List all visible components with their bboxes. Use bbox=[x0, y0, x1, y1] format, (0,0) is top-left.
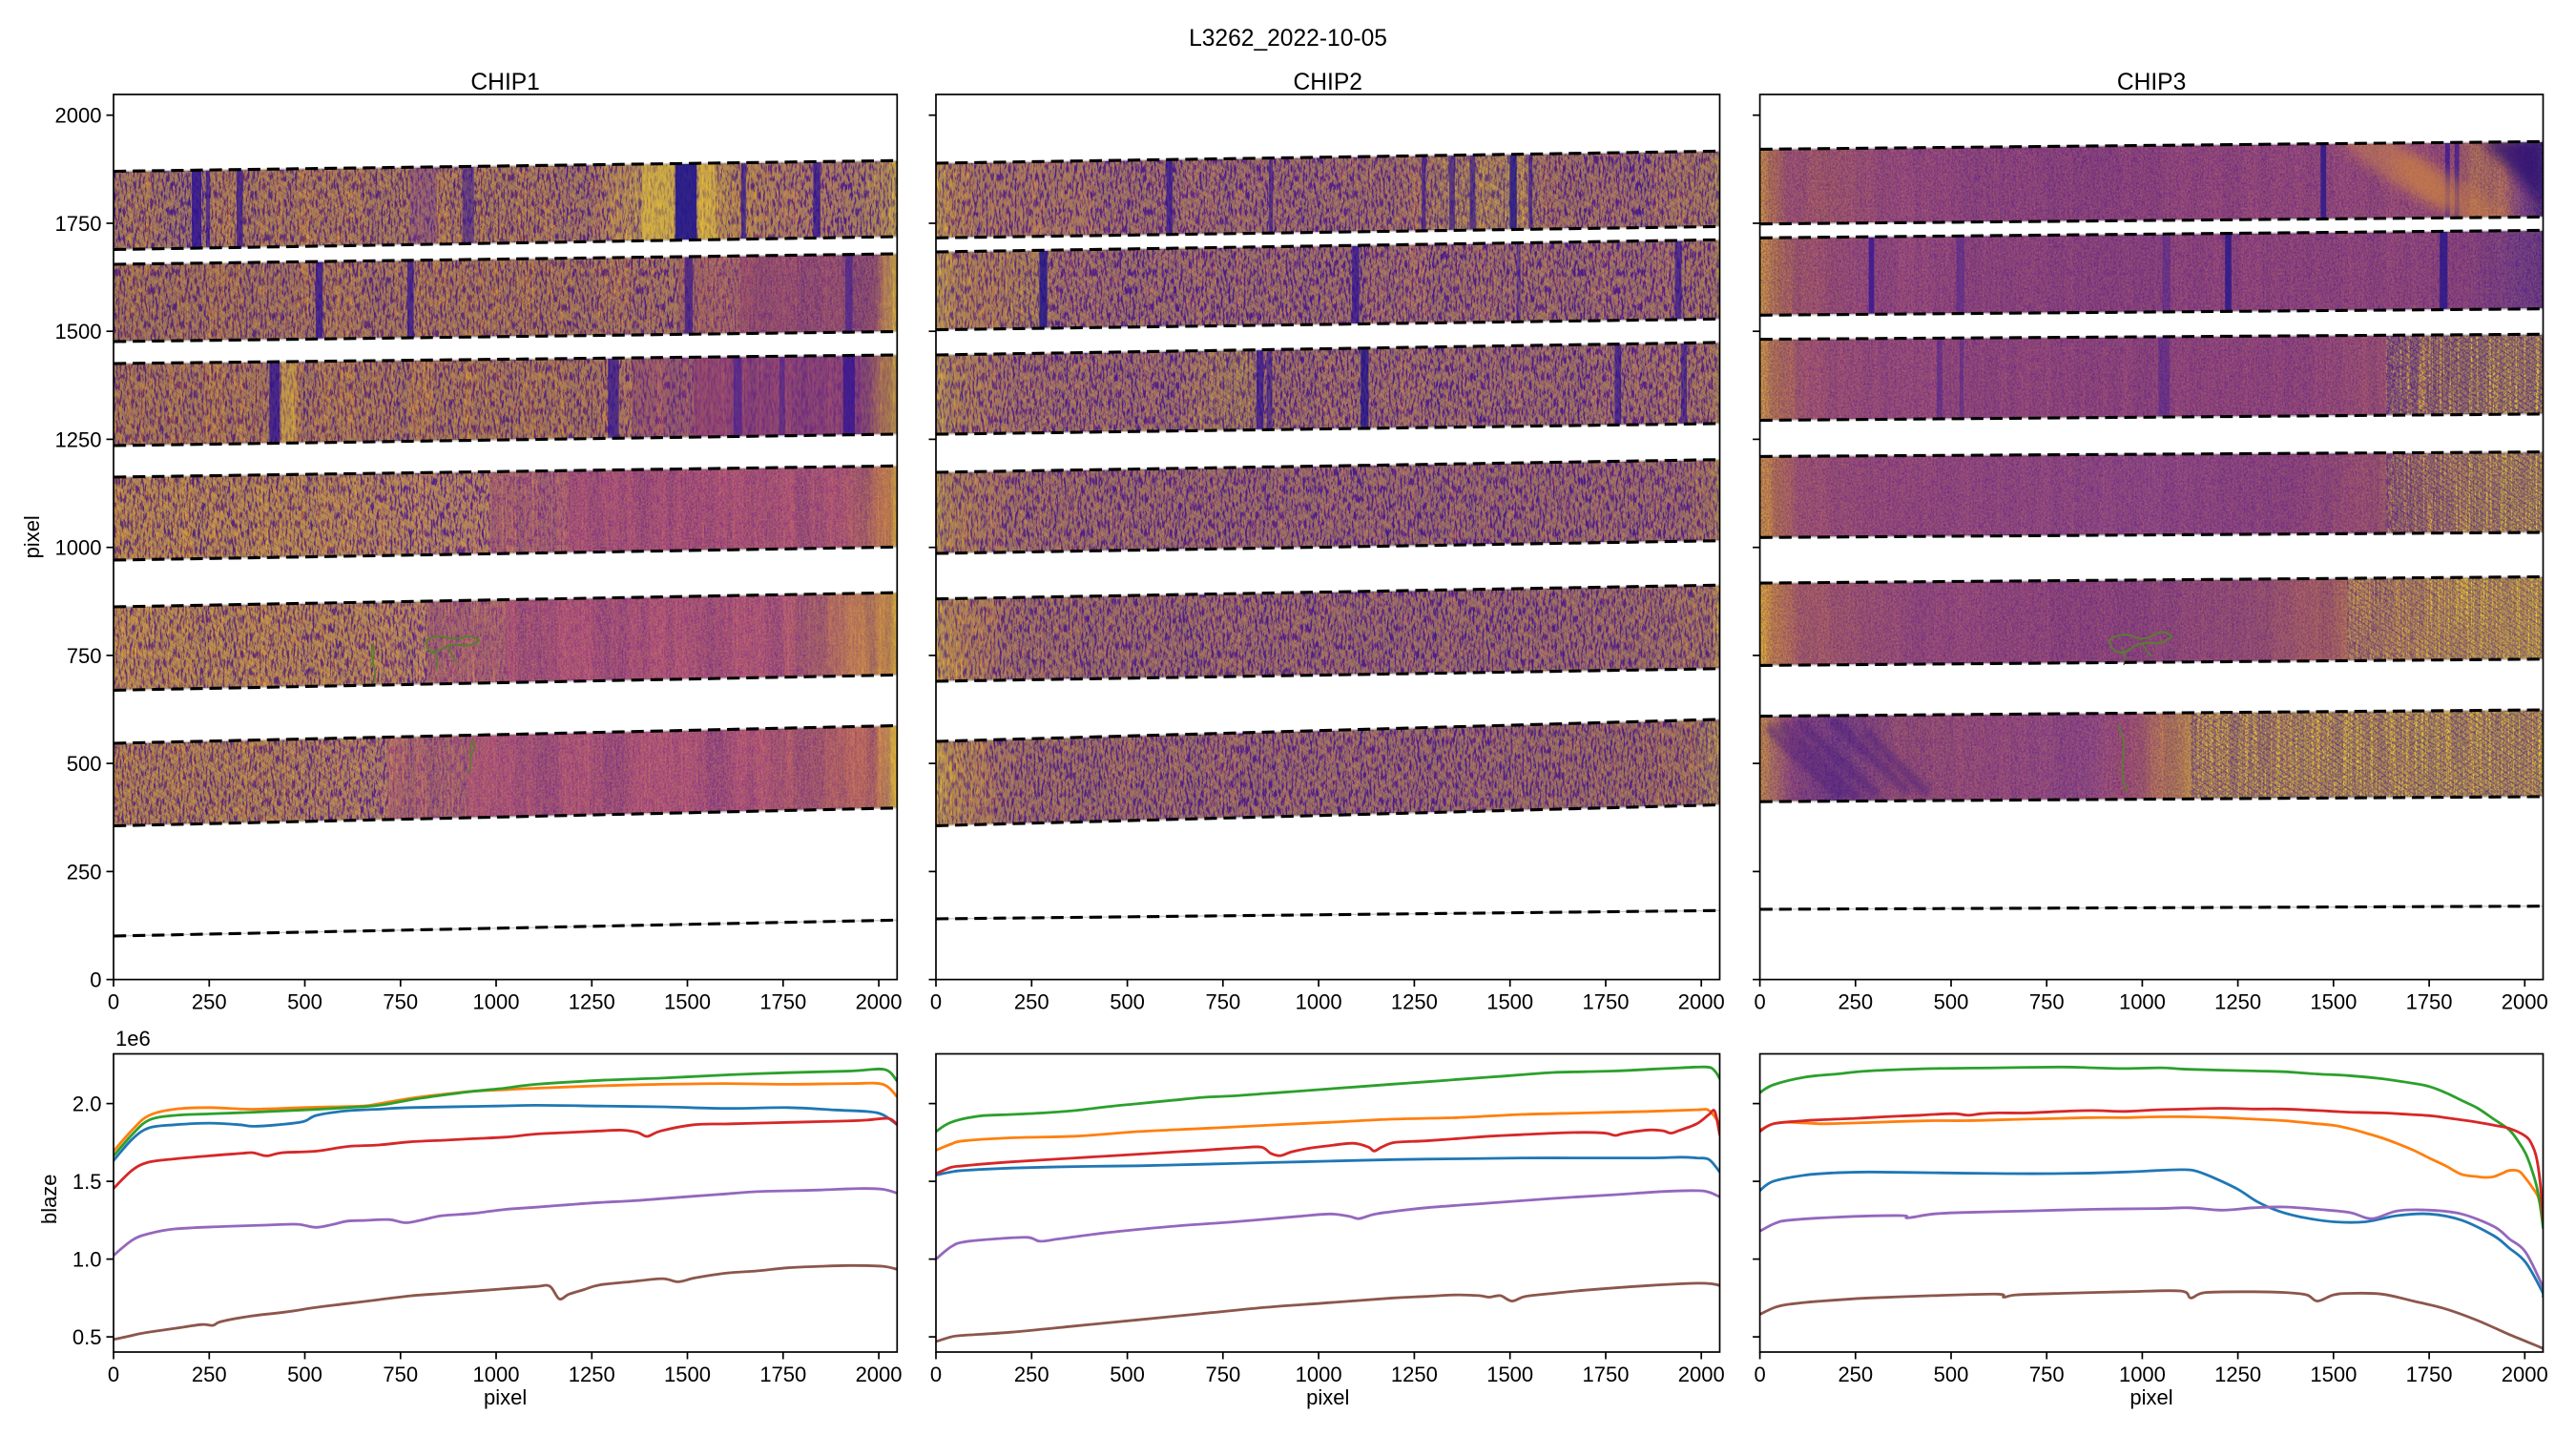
svg-text:1750: 1750 bbox=[55, 212, 102, 236]
svg-text:1000: 1000 bbox=[2119, 1363, 2166, 1386]
svg-text:500: 500 bbox=[1934, 1363, 1969, 1386]
svg-text:1250: 1250 bbox=[569, 990, 615, 1014]
svg-text:1750: 1750 bbox=[759, 1363, 806, 1386]
svg-text:0: 0 bbox=[930, 1363, 942, 1386]
svg-text:2000: 2000 bbox=[1678, 1363, 1725, 1386]
svg-text:pixel: pixel bbox=[2129, 1385, 2172, 1409]
svg-text:250: 250 bbox=[67, 860, 102, 884]
svg-text:500: 500 bbox=[67, 752, 102, 776]
svg-text:0.5: 0.5 bbox=[73, 1325, 102, 1349]
svg-text:1.0: 1.0 bbox=[73, 1248, 102, 1272]
svg-text:1500: 1500 bbox=[1486, 990, 1533, 1014]
svg-text:2000: 2000 bbox=[856, 990, 903, 1014]
svg-text:250: 250 bbox=[1014, 990, 1049, 1014]
svg-text:500: 500 bbox=[1110, 990, 1145, 1014]
svg-text:0: 0 bbox=[1754, 990, 1765, 1014]
svg-text:500: 500 bbox=[1934, 990, 1969, 1014]
svg-text:2000: 2000 bbox=[2502, 1363, 2548, 1386]
svg-text:1500: 1500 bbox=[2310, 990, 2357, 1014]
svg-text:750: 750 bbox=[1205, 990, 1240, 1014]
svg-text:250: 250 bbox=[1838, 1363, 1873, 1386]
svg-text:1000: 1000 bbox=[473, 990, 520, 1014]
svg-text:1250: 1250 bbox=[1391, 1363, 1438, 1386]
svg-text:1250: 1250 bbox=[2214, 1363, 2261, 1386]
svg-text:250: 250 bbox=[192, 1363, 227, 1386]
svg-text:750: 750 bbox=[383, 1363, 418, 1386]
svg-text:pixel: pixel bbox=[20, 515, 44, 558]
svg-text:1750: 1750 bbox=[2406, 990, 2453, 1014]
svg-text:250: 250 bbox=[192, 990, 227, 1014]
svg-text:L3262_2022-10-05: L3262_2022-10-05 bbox=[1189, 26, 1387, 52]
svg-text:blaze: blaze bbox=[37, 1174, 61, 1224]
svg-text:250: 250 bbox=[1014, 1363, 1049, 1386]
svg-text:0: 0 bbox=[1754, 1363, 1765, 1386]
svg-text:750: 750 bbox=[2029, 990, 2065, 1014]
svg-text:1500: 1500 bbox=[55, 320, 102, 343]
svg-text:CHIP3: CHIP3 bbox=[2117, 70, 2186, 95]
svg-text:750: 750 bbox=[2029, 1363, 2065, 1386]
svg-text:1000: 1000 bbox=[2119, 990, 2166, 1014]
svg-text:1000: 1000 bbox=[1296, 1363, 1342, 1386]
svg-text:0: 0 bbox=[930, 990, 942, 1014]
svg-text:250: 250 bbox=[1838, 990, 1873, 1014]
svg-text:1000: 1000 bbox=[55, 536, 102, 560]
svg-text:1750: 1750 bbox=[759, 990, 806, 1014]
svg-text:0: 0 bbox=[108, 990, 119, 1014]
svg-text:500: 500 bbox=[287, 1363, 322, 1386]
svg-text:750: 750 bbox=[67, 644, 102, 668]
svg-text:500: 500 bbox=[287, 990, 322, 1014]
svg-text:1500: 1500 bbox=[1486, 1363, 1533, 1386]
svg-text:2000: 2000 bbox=[856, 1363, 903, 1386]
svg-text:1250: 1250 bbox=[55, 427, 102, 451]
svg-text:1e6: 1e6 bbox=[115, 1027, 151, 1051]
svg-text:pixel: pixel bbox=[1306, 1385, 1349, 1409]
svg-text:1250: 1250 bbox=[1391, 990, 1438, 1014]
svg-text:1750: 1750 bbox=[2406, 1363, 2453, 1386]
svg-text:0: 0 bbox=[108, 1363, 119, 1386]
svg-text:1.5: 1.5 bbox=[73, 1170, 102, 1194]
svg-text:1750: 1750 bbox=[1582, 1363, 1629, 1386]
svg-text:CHIP2: CHIP2 bbox=[1294, 70, 1362, 95]
svg-text:1500: 1500 bbox=[664, 990, 711, 1014]
svg-text:0: 0 bbox=[90, 968, 101, 992]
svg-text:CHIP1: CHIP1 bbox=[470, 70, 539, 95]
svg-text:2.0: 2.0 bbox=[73, 1093, 102, 1116]
svg-text:1250: 1250 bbox=[569, 1363, 615, 1386]
svg-text:1000: 1000 bbox=[1296, 990, 1342, 1014]
svg-text:2000: 2000 bbox=[55, 104, 102, 128]
svg-text:1750: 1750 bbox=[1582, 990, 1629, 1014]
svg-text:1500: 1500 bbox=[2310, 1363, 2357, 1386]
svg-text:750: 750 bbox=[383, 990, 418, 1014]
svg-text:2000: 2000 bbox=[1678, 990, 1725, 1014]
svg-text:2000: 2000 bbox=[2502, 990, 2548, 1014]
svg-text:pixel: pixel bbox=[484, 1385, 527, 1409]
svg-text:1250: 1250 bbox=[2214, 990, 2261, 1014]
svg-text:500: 500 bbox=[1110, 1363, 1145, 1386]
svg-text:750: 750 bbox=[1205, 1363, 1240, 1386]
svg-text:1000: 1000 bbox=[473, 1363, 520, 1386]
svg-text:1500: 1500 bbox=[664, 1363, 711, 1386]
